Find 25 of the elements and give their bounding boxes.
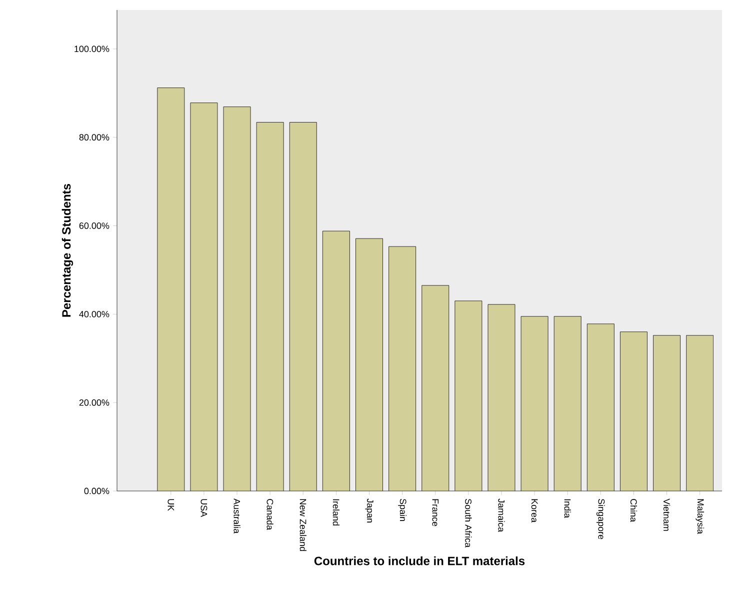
x-tick-label: Malaysia (696, 499, 704, 534)
y-axis-title: Percentage of Students (62, 184, 74, 317)
x-tick-label: Canada (266, 498, 274, 530)
x-tick-label: Vietnam (663, 498, 670, 531)
y-tick-label: 40.00% (79, 310, 110, 318)
x-tick-label: China (630, 498, 638, 522)
y-tick-label: 60.00% (79, 222, 110, 229)
x-tick-label: Australia (234, 498, 240, 534)
x-tick-label: India (564, 499, 571, 518)
x-tick-label: Jamaica (498, 498, 505, 532)
y-tick-label: 80.00% (79, 134, 110, 141)
x-axis-title: Countries to include in ELT materials (314, 556, 525, 566)
x-tick-label: France (432, 499, 439, 526)
y-tick-label: 0.00% (84, 488, 110, 494)
x-tick-label: Spain (398, 498, 407, 521)
x-tick-label: USA (200, 499, 208, 518)
x-tick-label: Singapore (596, 498, 605, 540)
x-tick-label: New Zealand (300, 499, 306, 551)
x-tick-label: Japan (365, 498, 374, 522)
y-tick-label: 20.00% (79, 399, 110, 406)
x-tick-label: Ireland (332, 499, 340, 526)
x-tick-label: Korea (531, 499, 538, 523)
x-tick-label: UK (168, 499, 174, 511)
y-tick-label: 100.00% (74, 46, 110, 52)
x-tick-label: South Africa (465, 498, 472, 548)
